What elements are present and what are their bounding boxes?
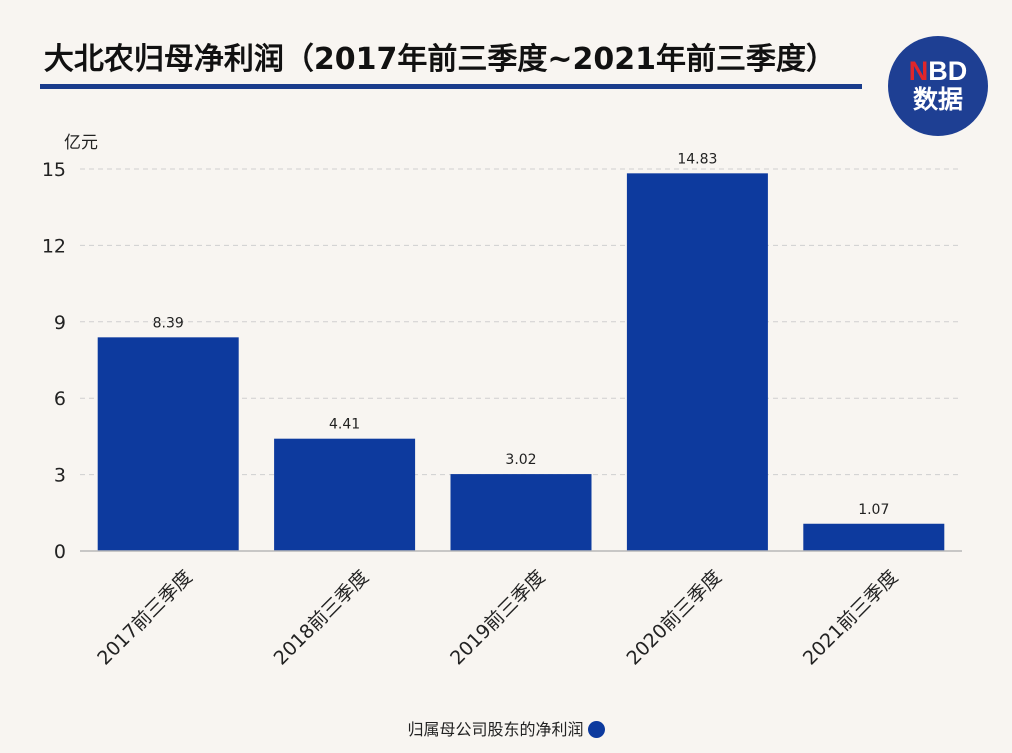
chart-title: 大北农归母净利润（2017年前三季度~2021年前三季度） <box>43 42 837 77</box>
y-tick-label: 0 <box>54 541 66 563</box>
value-labels: 8.39 4.41 3.02 14.83 1.07 <box>153 151 890 517</box>
bar <box>450 474 592 551</box>
nbd-data-logo: NBD 数据 <box>888 36 988 136</box>
legend-label: 归属母公司股东的净利润 <box>407 720 584 739</box>
logo-text-data: 数据 <box>912 86 963 114</box>
value-label: 4.41 <box>329 417 360 433</box>
logo-text-nbd: NBD <box>908 56 968 86</box>
legend: 归属母公司股东的净利润 <box>0 716 1012 740</box>
y-tick-label: 6 <box>54 388 66 410</box>
bar <box>274 438 416 551</box>
y-axis-ticks: 0 3 6 9 12 15 <box>42 159 66 563</box>
x-tick-label: 2018前三季度 <box>270 566 373 669</box>
x-tick-label: 2020前三季度 <box>622 566 725 669</box>
bars <box>97 173 945 551</box>
bar <box>97 337 239 551</box>
bar <box>626 173 768 551</box>
y-axis-unit-label: 亿元 <box>64 133 98 153</box>
value-label: 3.02 <box>505 452 536 468</box>
y-tick-label: 3 <box>54 465 66 487</box>
value-label: 1.07 <box>858 502 889 518</box>
y-tick-label: 12 <box>42 235 66 257</box>
value-label: 8.39 <box>153 315 184 331</box>
x-tick-label: 2017前三季度 <box>93 566 196 669</box>
legend-swatch <box>587 721 605 738</box>
value-label: 14.83 <box>677 151 717 167</box>
x-tick-label: 2019前三季度 <box>446 566 549 669</box>
bar <box>803 523 945 551</box>
y-tick-label: 9 <box>54 312 66 334</box>
x-tick-label: 2021前三季度 <box>799 566 902 669</box>
x-axis-labels: 2017前三季度 2018前三季度 2019前三季度 2020前三季度 2021前三季度 <box>93 566 902 669</box>
y-tick-label: 15 <box>42 159 66 181</box>
title-underline <box>40 84 862 89</box>
